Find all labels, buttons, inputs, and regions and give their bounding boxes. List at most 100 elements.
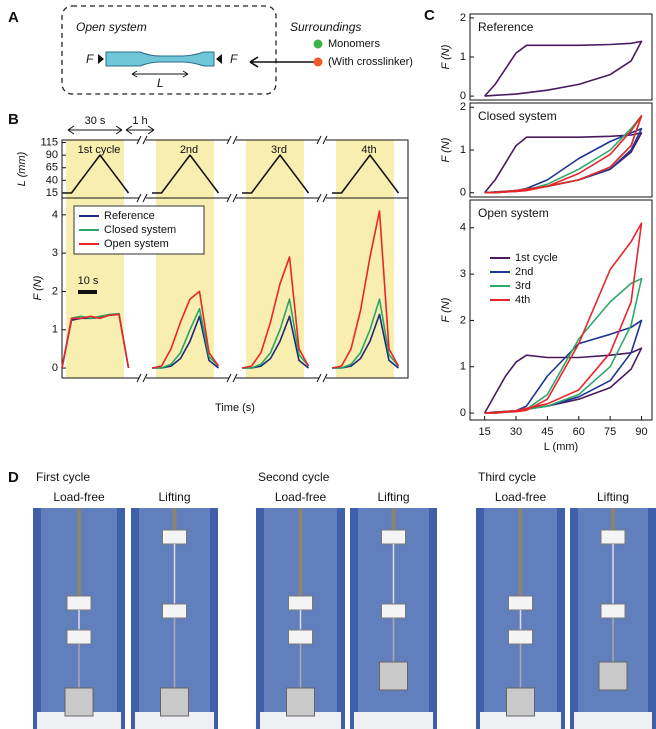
y-axis-label: F (N) [440, 137, 452, 162]
panel-letter: D [8, 469, 19, 486]
y-tick-label: 1 [52, 324, 58, 336]
surroundings-label: Surroundings [290, 20, 361, 34]
data-line [483, 347, 643, 414]
data-line [484, 40, 643, 97]
specimen [105, 51, 215, 67]
force-label: F [86, 52, 94, 66]
photo-base [354, 712, 433, 729]
cycle-label: Second cycle [258, 470, 330, 484]
axis-break [226, 373, 238, 383]
y-tick-label: 0 [460, 407, 466, 419]
y-tick-label: 65 [46, 162, 58, 174]
x-tick-label: 90 [635, 426, 647, 438]
axis-break-gap [319, 195, 326, 201]
monomer-label: Monomers [328, 38, 380, 50]
photo-base [260, 712, 341, 729]
photo-base [37, 712, 121, 729]
weight [64, 687, 94, 717]
y-tick-label: 2 [460, 12, 466, 24]
y-tick-label: 90 [46, 149, 58, 161]
clamp [162, 529, 187, 545]
y-tick-label: 1 [460, 361, 466, 373]
y-axis-label: F (N) [440, 297, 452, 322]
axis-break-gap [139, 137, 146, 143]
y-tick-label: 115 [40, 136, 58, 148]
photo-label: Lifting [597, 490, 629, 504]
weight [506, 687, 535, 717]
annotation: 30 s [85, 115, 106, 127]
weight [286, 687, 315, 717]
clamp [288, 629, 313, 645]
y-tick-label: 2 [460, 101, 466, 113]
annotation: 1 h [132, 115, 147, 127]
panel-letter: B [8, 111, 19, 128]
y-tick-label: 2 [52, 285, 58, 297]
clamp [381, 603, 406, 619]
data-line [484, 222, 643, 414]
x-axis-label: L (mm) [544, 441, 578, 453]
data-line [484, 115, 643, 194]
legend-label: Closed system [104, 224, 176, 236]
y-tick-label: 3 [460, 268, 466, 280]
y-tick-label: 40 [46, 174, 58, 186]
x-tick-label: 15 [479, 426, 491, 438]
data-line [484, 277, 643, 414]
weight [598, 661, 628, 691]
legend-label: 4th [515, 294, 530, 306]
axis-break [316, 135, 328, 145]
length-arrow [131, 70, 189, 78]
time-arrow [67, 125, 155, 135]
weight [379, 661, 408, 691]
data-line [62, 154, 400, 194]
photo-base [574, 712, 652, 729]
annotation: 3rd [271, 144, 287, 156]
axis-break-gap [229, 195, 236, 201]
clamp [508, 629, 533, 645]
y-tick-label: 2 [460, 314, 466, 326]
axis-break [136, 193, 148, 203]
legend-label: Open system [104, 238, 169, 250]
legend-label: 1st cycle [515, 252, 558, 264]
background-layer [66, 140, 394, 378]
x-tick-label: 60 [573, 426, 585, 438]
axis-break [136, 373, 148, 383]
cycle-label: Third cycle [478, 470, 536, 484]
photo-label: Lifting [377, 490, 409, 504]
axis-break-gap [319, 137, 326, 143]
y-tick-label: 4 [52, 209, 58, 221]
y-axis-label: F (N) [32, 275, 44, 300]
axis-break-gap [139, 375, 146, 381]
x-tick-label: 30 [510, 426, 522, 438]
chart-title: Closed system [478, 109, 557, 123]
plot-frame [469, 199, 653, 421]
clamp [600, 529, 626, 545]
annotation: 2nd [180, 144, 198, 156]
length-label: L [157, 76, 164, 90]
data-line [484, 115, 643, 194]
axis-break [226, 193, 238, 203]
panel-letter: C [424, 7, 435, 24]
photo-label: Lifting [158, 490, 190, 504]
data-line [61, 210, 400, 369]
axis-break [316, 193, 328, 203]
y-axis-label: L (mm) [16, 151, 28, 186]
clamp [162, 603, 187, 619]
cycle-band [66, 140, 124, 378]
axis-break-gap [229, 137, 236, 143]
y-tick-label: 1 [460, 144, 466, 156]
annotation: 1st cycle [78, 144, 121, 156]
legend-label: Reference [104, 210, 155, 222]
clamp [381, 529, 406, 545]
force-label: F [230, 52, 238, 66]
annotation: 10 s [78, 275, 99, 287]
legend-label: 2nd [515, 266, 533, 278]
clamp [600, 603, 626, 619]
photo-label: Load-free [53, 490, 105, 504]
x-axis-label: Time (s) [215, 402, 255, 414]
system-label: Open system [76, 20, 147, 34]
y-tick-label: 4 [460, 222, 466, 234]
x-tick-label: 75 [604, 426, 616, 438]
x-tick-label: 45 [541, 426, 553, 438]
y-tick-label: 0 [52, 362, 58, 374]
